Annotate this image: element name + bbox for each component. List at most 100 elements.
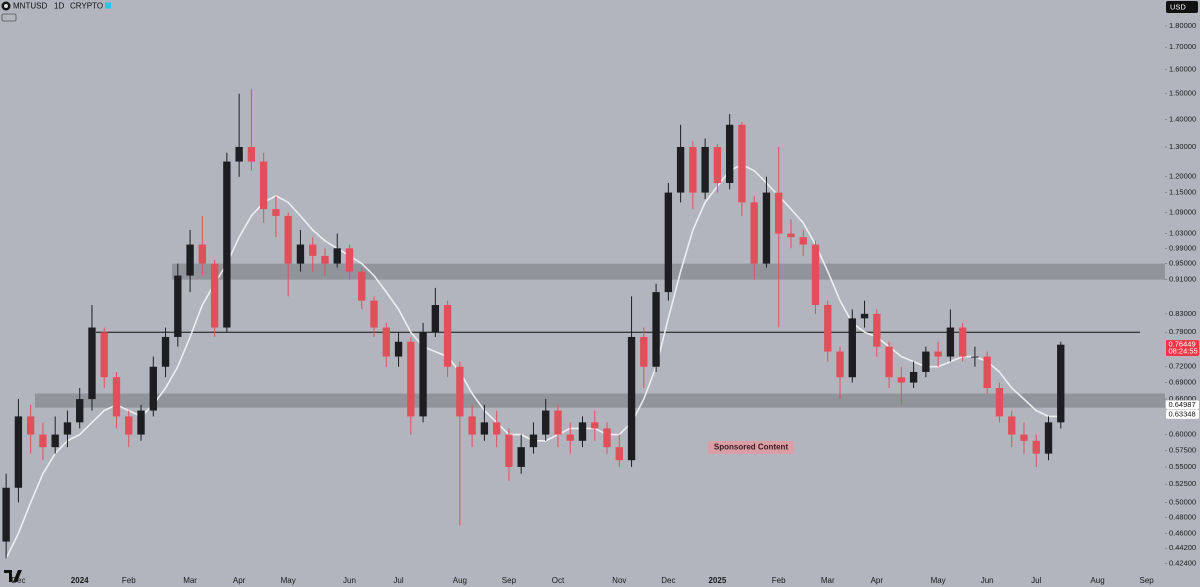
candle-body <box>762 192 771 264</box>
candle-body <box>1044 422 1053 454</box>
candle-body <box>1032 440 1040 454</box>
x-tick-label: Mar <box>821 576 835 585</box>
candle-body <box>566 434 574 441</box>
candle-body <box>554 410 562 435</box>
price-tag <box>1166 409 1199 419</box>
y-tick-label: 0.69000 <box>1169 378 1196 387</box>
candle-body <box>934 351 942 357</box>
candle-body <box>358 271 366 301</box>
x-tick-label: Dec <box>11 576 25 585</box>
candle-body <box>407 341 415 417</box>
y-tick-label: 0.48000 <box>1169 513 1196 522</box>
candle-body <box>922 351 930 372</box>
x-tick-label: May <box>931 576 946 585</box>
candle-body <box>174 275 182 337</box>
x-tick-label: Sep <box>1139 576 1154 585</box>
candle-body <box>456 366 464 417</box>
y-tick-label: 0.46000 <box>1169 528 1196 537</box>
annotation: Sponsored Content <box>714 443 789 452</box>
price-tag-label: 0.63348 <box>1169 409 1196 418</box>
y-tick-label: 1.30000 <box>1169 142 1196 151</box>
x-tick-label: Sep <box>502 576 517 585</box>
candle-body <box>578 422 587 441</box>
currency: USD <box>1170 2 1186 11</box>
collapse-button[interactable] <box>1 13 17 22</box>
candle-body <box>186 244 194 276</box>
candle-body <box>713 146 722 183</box>
x-tick-label: May <box>281 576 296 585</box>
candle-body <box>284 215 292 264</box>
candle-body <box>309 244 317 256</box>
x-tick-label: Dec <box>661 576 675 585</box>
x-tick-label: Feb <box>772 576 786 585</box>
y-tick-label: 1.70000 <box>1169 42 1196 51</box>
x-tick-label: Jul <box>1031 576 1041 585</box>
y-tick-label: 0.72000 <box>1169 362 1196 371</box>
y-tick-label: 0.95000 <box>1169 259 1196 268</box>
candle-body <box>235 146 243 162</box>
candle-body <box>811 244 820 306</box>
candle-body <box>443 305 452 367</box>
candle-body <box>836 351 844 378</box>
candle-body <box>725 124 734 183</box>
y-tick-label: 1.80000 <box>1169 21 1196 30</box>
candle-body <box>701 146 709 193</box>
candle-body <box>799 237 807 245</box>
candle-body <box>419 332 427 417</box>
status-marker <box>105 2 111 9</box>
candle-body <box>603 428 611 448</box>
plot-area <box>2 88 1165 559</box>
currency-box[interactable] <box>1166 1 1198 13</box>
price-tag-label: 0.64987 <box>1169 400 1196 409</box>
candle-body <box>296 244 305 264</box>
candle-body <box>664 192 673 293</box>
y-tick-label: 1.03000 <box>1169 229 1196 238</box>
candle-body <box>223 161 231 328</box>
x-tick-label: Apr <box>871 576 884 585</box>
candle-body <box>480 422 489 435</box>
candle-body <box>2 487 10 542</box>
candle-body <box>14 416 23 488</box>
x-tick-label: Jul <box>393 576 403 585</box>
candle-body <box>640 336 648 367</box>
x-tick-label: Nov <box>612 576 626 585</box>
candle-body <box>468 416 476 435</box>
y-tick-label: 1.15000 <box>1169 188 1196 197</box>
candle-body <box>689 146 697 193</box>
candle-body <box>259 161 268 210</box>
candle-body <box>247 146 256 162</box>
x-tick-label: Jun <box>343 576 356 585</box>
x-tick-label: Aug <box>1090 576 1104 585</box>
y-tick-label: 0.91000 <box>1169 275 1196 284</box>
y-tick-label: 0.52500 <box>1169 479 1196 488</box>
interval: 1D <box>54 2 64 11</box>
candle-body <box>333 248 341 264</box>
watermark-logo <box>4 570 22 582</box>
candle-body <box>946 327 955 357</box>
candle-body <box>51 434 59 448</box>
x-tick-label: Mar <box>183 576 197 585</box>
candle-body <box>542 410 550 435</box>
zone <box>35 393 1165 408</box>
candle-body <box>750 202 758 264</box>
candle-body <box>345 248 354 272</box>
candle-body <box>983 356 991 389</box>
candle-body <box>76 399 84 423</box>
x-tick-label: Jun <box>981 576 994 585</box>
candle-body <box>738 124 746 203</box>
x-tick-label: Apr <box>233 576 246 585</box>
candle-body <box>958 327 967 357</box>
candle-body <box>198 244 207 264</box>
y-tick-label: 1.20000 <box>1169 172 1196 181</box>
y-tick-label: 0.44200 <box>1169 543 1196 552</box>
candle-body <box>112 377 121 417</box>
countdown: 08:24:55 <box>1169 346 1198 355</box>
candle-body <box>272 209 280 216</box>
candle-body <box>100 332 108 378</box>
y-tick-label: 0.60000 <box>1169 430 1196 439</box>
y-tick-label: 0.79000 <box>1169 327 1196 336</box>
price-tag-label: 0.76449 <box>1169 339 1196 348</box>
